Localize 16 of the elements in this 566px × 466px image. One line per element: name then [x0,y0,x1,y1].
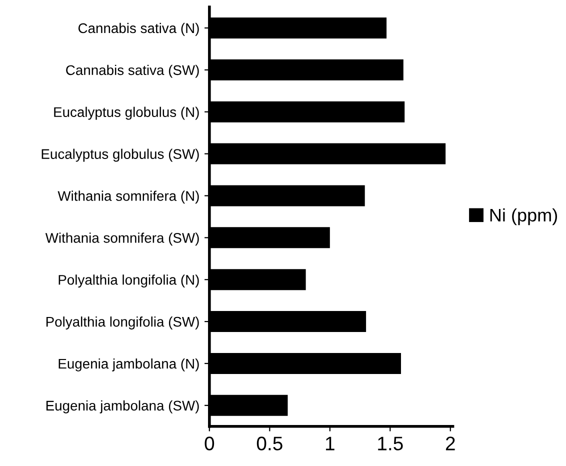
y-tick-label: Withania somnifera (SW) [45,232,199,246]
x-tick-label: 0 [204,436,214,450]
y-tick-label: Cannabis sativa (N) [78,22,199,36]
y-tick-label: Eugenia jambolana (SW) [46,400,199,414]
x-tick-label: 1.5 [378,436,403,450]
y-tick-label: Withania somnifera (N) [58,190,199,204]
y-tick-label: Eucalyptus globulus (SW) [42,148,199,162]
y-tick-label: Polyalthia longifolia (N) [58,274,199,288]
y-tick-label: Eugenia jambolana (N) [58,358,199,372]
x-tick-label: 1 [326,436,334,450]
y-tick-label: Cannabis sativa (SW) [66,64,199,78]
y-tick-label: Eucalyptus globulus (N) [54,106,199,120]
x-tick-label: 2 [446,436,455,450]
y-tick-label: Polyalthia longifolia (SW) [46,316,199,330]
x-tick-label: 0.5 [256,436,282,450]
legend-label: Ni (ppm) [490,208,558,226]
